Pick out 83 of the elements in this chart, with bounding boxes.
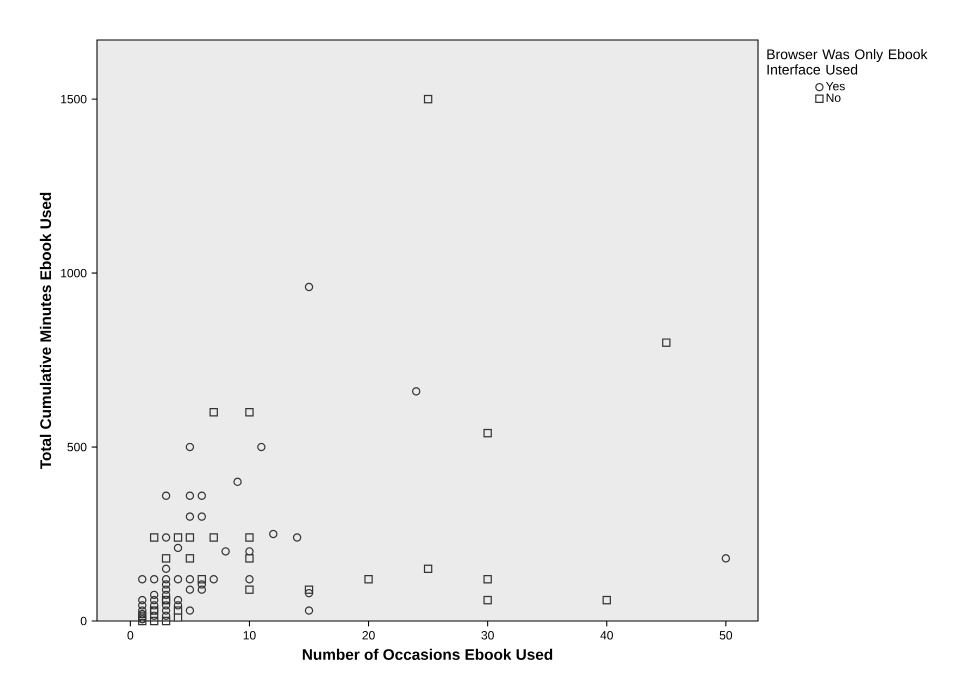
point [138,596,146,604]
point [162,585,170,594]
point [138,575,146,584]
point [162,575,170,584]
point [304,282,314,292]
point [150,590,158,600]
point [221,547,230,556]
y-axis-title: Total Cumulative Minutes Ebook Used [40,192,52,470]
point [162,492,170,500]
point [162,601,170,610]
y-tick-label: 1500 [61,94,86,104]
point [198,492,206,500]
point [186,606,194,615]
x-tick-label: 0 [127,631,134,640]
point [186,575,194,584]
x-axis-title: Number of Occasions Ebook Used [302,648,552,660]
point [174,544,182,552]
point [186,442,194,452]
point [186,554,194,563]
x-tick-label: 10 [244,631,256,640]
point [138,601,146,610]
point [150,575,158,584]
point [150,596,158,604]
point [292,533,302,542]
point [162,612,170,620]
point [210,575,218,584]
legend-label: No [826,94,841,102]
point [245,408,254,416]
y-tick-label: 500 [67,442,86,452]
point [150,533,158,542]
point [186,492,194,500]
point [198,575,206,584]
point [162,554,170,563]
point [162,616,170,626]
point [186,533,194,542]
legend-title: Browser Was Only Ebook Interface Used [767,48,928,75]
point [304,606,314,615]
point [174,613,182,622]
point [233,478,242,486]
point [186,585,194,594]
point [424,564,432,574]
point [245,585,254,594]
point [198,580,206,589]
point [186,512,194,521]
point [174,596,182,604]
point [483,575,492,584]
x-tick-label: 30 [481,631,494,640]
point [162,533,170,542]
point [269,530,278,538]
point [162,564,170,574]
point [174,575,182,584]
point [174,606,182,615]
point [424,94,432,104]
point [210,533,218,542]
point [210,408,218,416]
point [174,601,182,610]
point [304,585,314,594]
point [245,554,254,563]
point [198,512,206,521]
point [162,606,170,615]
x-tick-label: 50 [720,631,732,640]
x-tick-label: 20 [362,631,375,640]
point [198,585,206,594]
point [483,596,492,604]
point [174,533,182,542]
point [162,580,170,589]
y-tick-label: 0 [80,616,86,626]
point [257,442,266,452]
point [304,588,314,598]
point [412,387,420,396]
legend-label: Yes [826,82,845,90]
point [245,547,254,556]
point [364,575,373,584]
y-tick-label: 1000 [61,268,86,278]
point [245,533,254,542]
x-tick-label: 40 [600,631,613,640]
point [662,338,671,347]
point [150,616,158,626]
point [722,554,730,563]
point [602,596,611,604]
point [483,428,492,438]
point [162,590,170,600]
point [245,575,254,584]
